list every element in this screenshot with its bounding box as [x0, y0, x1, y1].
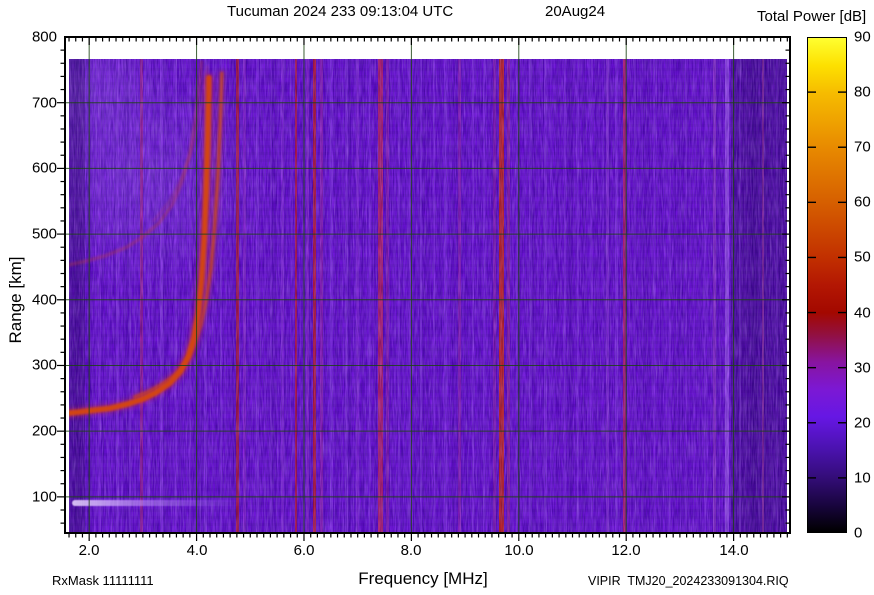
colorbar-tick-label: 40: [854, 304, 871, 322]
x-tick-label: 2.0: [78, 542, 100, 559]
echo-traces: [69, 60, 226, 419]
colorbar-tick-label: 0: [854, 524, 863, 542]
y-tick-label: 700: [31, 94, 57, 112]
ionogram-heatmap: [69, 59, 787, 533]
colorbar-gradient: [807, 37, 847, 533]
colorbar-tick-label: 90: [854, 28, 871, 46]
noise-texture: [69, 59, 787, 533]
y-tick-label: 100: [31, 488, 57, 506]
colorbar-tick-label: 30: [854, 359, 871, 377]
plot-date: 20Aug24: [545, 3, 606, 20]
second-hop-o-trace: [69, 60, 204, 267]
colorbar-title: Total Power [dB]: [757, 8, 867, 25]
y-tick-label: 500: [31, 225, 57, 243]
y-tick-label: 200: [31, 422, 57, 440]
x-tick-label: 12.0: [611, 542, 641, 559]
x-tick-label: 4.0: [186, 542, 208, 559]
colorbar-tick-label: 70: [854, 138, 871, 156]
data-filename: VIPIR TMJ20_2024233091304.RIQ: [588, 574, 789, 588]
colorbar-tick-label: 20: [854, 414, 871, 432]
colorbar-tick-label: 10: [854, 469, 871, 487]
x-tick-label: 14.0: [719, 542, 749, 559]
plot-title: Tucuman 2024 233 09:13:04 UTC: [227, 3, 454, 20]
y-tick-label: 600: [31, 159, 57, 177]
y-tick-label: 800: [31, 28, 57, 46]
second-hop-x-trace: [152, 65, 209, 223]
colorbar-tick-label: 60: [854, 193, 871, 211]
colorbar-tick-label: 80: [854, 83, 871, 101]
e-layer-echo: [72, 500, 245, 506]
y-tick-label: 300: [31, 356, 57, 374]
x-tick-label: 10.0: [504, 542, 534, 559]
x-axis-title: Frequency [MHz]: [358, 569, 488, 588]
x-tick-label: 8.0: [400, 542, 422, 559]
x-tick-label: 6.0: [293, 542, 315, 559]
plot-frame: [64, 36, 791, 534]
colorbar-tick-label: 50: [854, 248, 871, 266]
y-tick-label: 400: [31, 291, 57, 309]
o-mode-trace: [69, 74, 212, 416]
rxmask-label: RxMask 11111111: [52, 573, 154, 588]
